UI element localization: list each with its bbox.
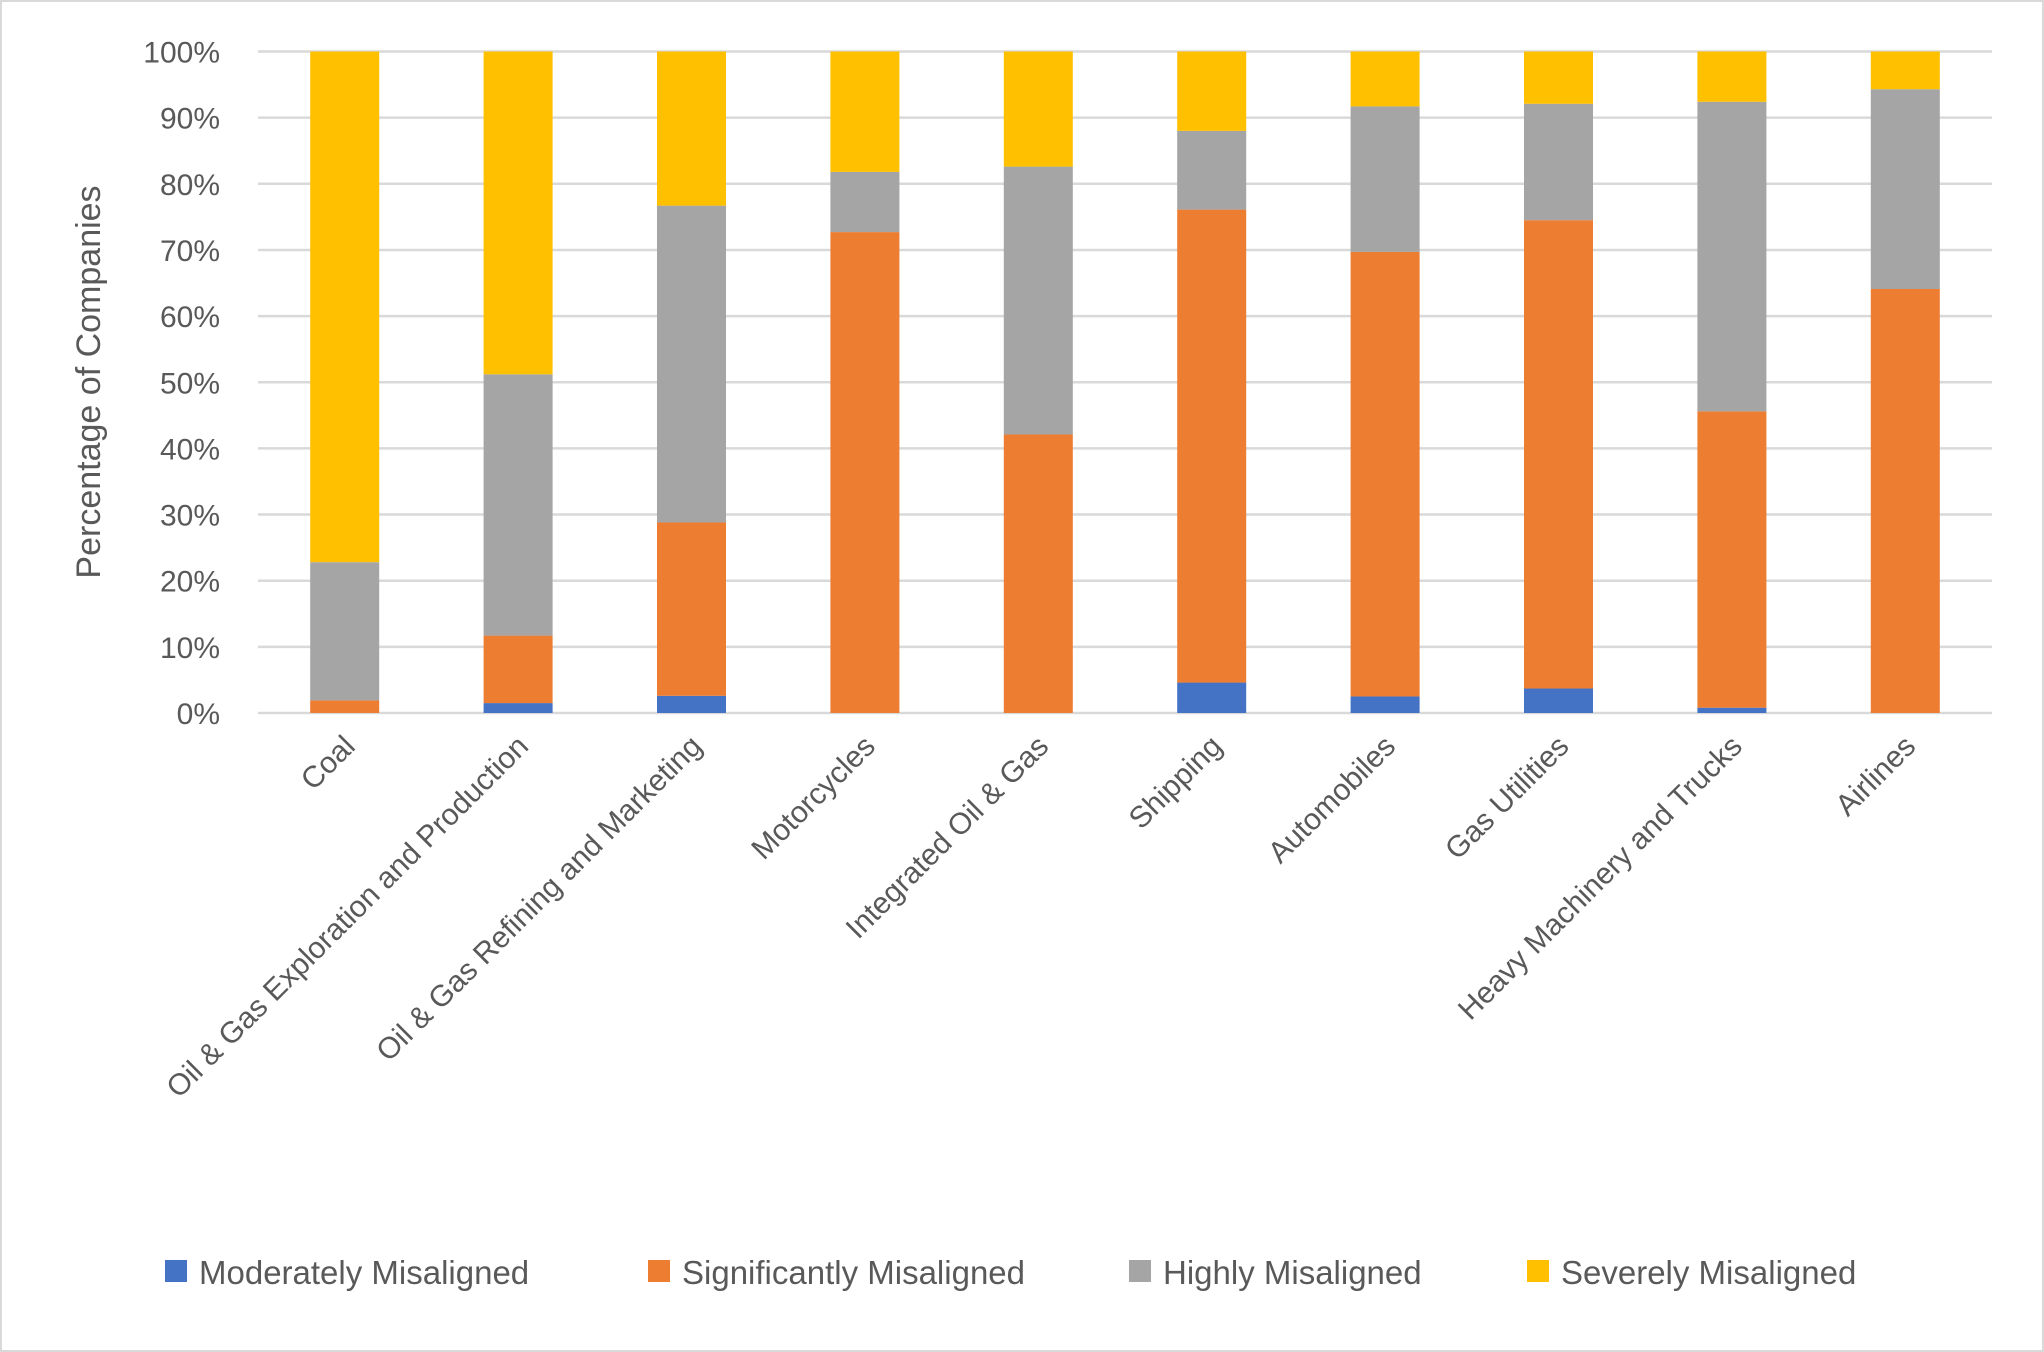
legend-swatch [648, 1260, 670, 1282]
y-tick-label: 20% [160, 566, 220, 599]
legend: Moderately Misaligned Significantly Misal… [165, 1254, 1856, 1291]
bar-segment-significantly-misaligned [1177, 209, 1247, 683]
bar-segment-highly-misaligned [310, 562, 380, 701]
x-category-label: Gas Utilities [1439, 730, 1576, 867]
bar-segment-significantly-misaligned [1524, 220, 1593, 689]
bar-segment-severely-misaligned [1177, 51, 1247, 131]
bar-segment-moderately-misaligned [1697, 707, 1767, 713]
legend-swatch [1129, 1260, 1151, 1282]
bar-segment-highly-misaligned [830, 171, 900, 233]
bar-segment-significantly-misaligned [830, 232, 900, 714]
bar-segment-highly-misaligned [1697, 101, 1767, 412]
bar-segment-significantly-misaligned [483, 635, 553, 704]
bar-segment-significantly-misaligned [1870, 288, 1940, 713]
y-axis-label: Percentage of Companies [70, 185, 108, 578]
x-category-label: Airlines [1829, 730, 1922, 823]
bar-segment-highly-misaligned [1177, 130, 1247, 210]
bar-segment-highly-misaligned [1870, 89, 1940, 289]
bar-segment-highly-misaligned [1524, 103, 1593, 221]
bar-segment-severely-misaligned [1350, 51, 1420, 107]
x-category-label: Motorcycles [745, 730, 882, 867]
bar-segment-severely-misaligned [1870, 51, 1940, 90]
bar-segment-highly-misaligned [1350, 106, 1420, 252]
bar-segment-severely-misaligned [310, 51, 380, 563]
x-category-label: Automobiles [1262, 730, 1402, 870]
legend-label: Severely Misaligned [1561, 1254, 1856, 1291]
y-tick-label: 10% [160, 632, 220, 665]
x-category-label: Heavy Machinery and Trucks [1452, 730, 1749, 1027]
legend-swatch [1527, 1260, 1549, 1282]
x-category-label: Coal [295, 730, 362, 797]
y-tick-label: 0% [177, 698, 220, 731]
bar-segment-severely-misaligned [1524, 51, 1593, 104]
bar-segment-highly-misaligned [1003, 166, 1073, 435]
x-category-label: Oil & Gas Exploration and Production [160, 730, 535, 1105]
y-tick-label: 100% [143, 37, 220, 70]
bar-segment-moderately-misaligned [1350, 696, 1420, 713]
bars [310, 51, 1940, 714]
bar-segment-significantly-misaligned [657, 522, 726, 696]
bar-segment-severely-misaligned [1003, 51, 1073, 167]
bar-segment-significantly-misaligned [310, 700, 380, 713]
y-tick-label: 60% [160, 301, 220, 334]
bar-segment-highly-misaligned [483, 374, 553, 636]
bar-segment-highly-misaligned [657, 205, 726, 523]
y-tick-label: 50% [160, 367, 220, 400]
y-tick-label: 80% [160, 169, 220, 202]
bar-segment-severely-misaligned [830, 51, 900, 172]
bar-segment-moderately-misaligned [1524, 688, 1593, 713]
y-tick-label: 30% [160, 500, 220, 533]
y-tick-label: 40% [160, 433, 220, 466]
x-category-label: Shipping [1123, 730, 1229, 836]
legend-label: Moderately Misaligned [199, 1254, 529, 1291]
bar-segment-moderately-misaligned [657, 695, 726, 713]
legend-label: Highly Misaligned [1163, 1254, 1422, 1291]
bar-segment-significantly-misaligned [1003, 434, 1073, 713]
y-axis-ticks: 0% 10% 20% 30% 40% 50% 60% 70% 80% 90% 100% [143, 37, 220, 732]
bar-segment-severely-misaligned [1697, 51, 1767, 102]
legend-swatch [165, 1260, 187, 1282]
y-tick-label: 70% [160, 235, 220, 268]
bar-segment-significantly-misaligned [1350, 251, 1420, 697]
legend-label: Significantly Misaligned [682, 1254, 1025, 1291]
bar-segment-moderately-misaligned [483, 703, 553, 713]
x-category-label: Oil & Gas Refining and Marketing [370, 730, 708, 1068]
y-tick-label: 90% [160, 103, 220, 136]
bar-segment-severely-misaligned [657, 51, 726, 206]
bar-segment-moderately-misaligned [1177, 682, 1247, 713]
bar-segment-significantly-misaligned [1697, 411, 1767, 708]
bar-segment-severely-misaligned [483, 51, 553, 375]
